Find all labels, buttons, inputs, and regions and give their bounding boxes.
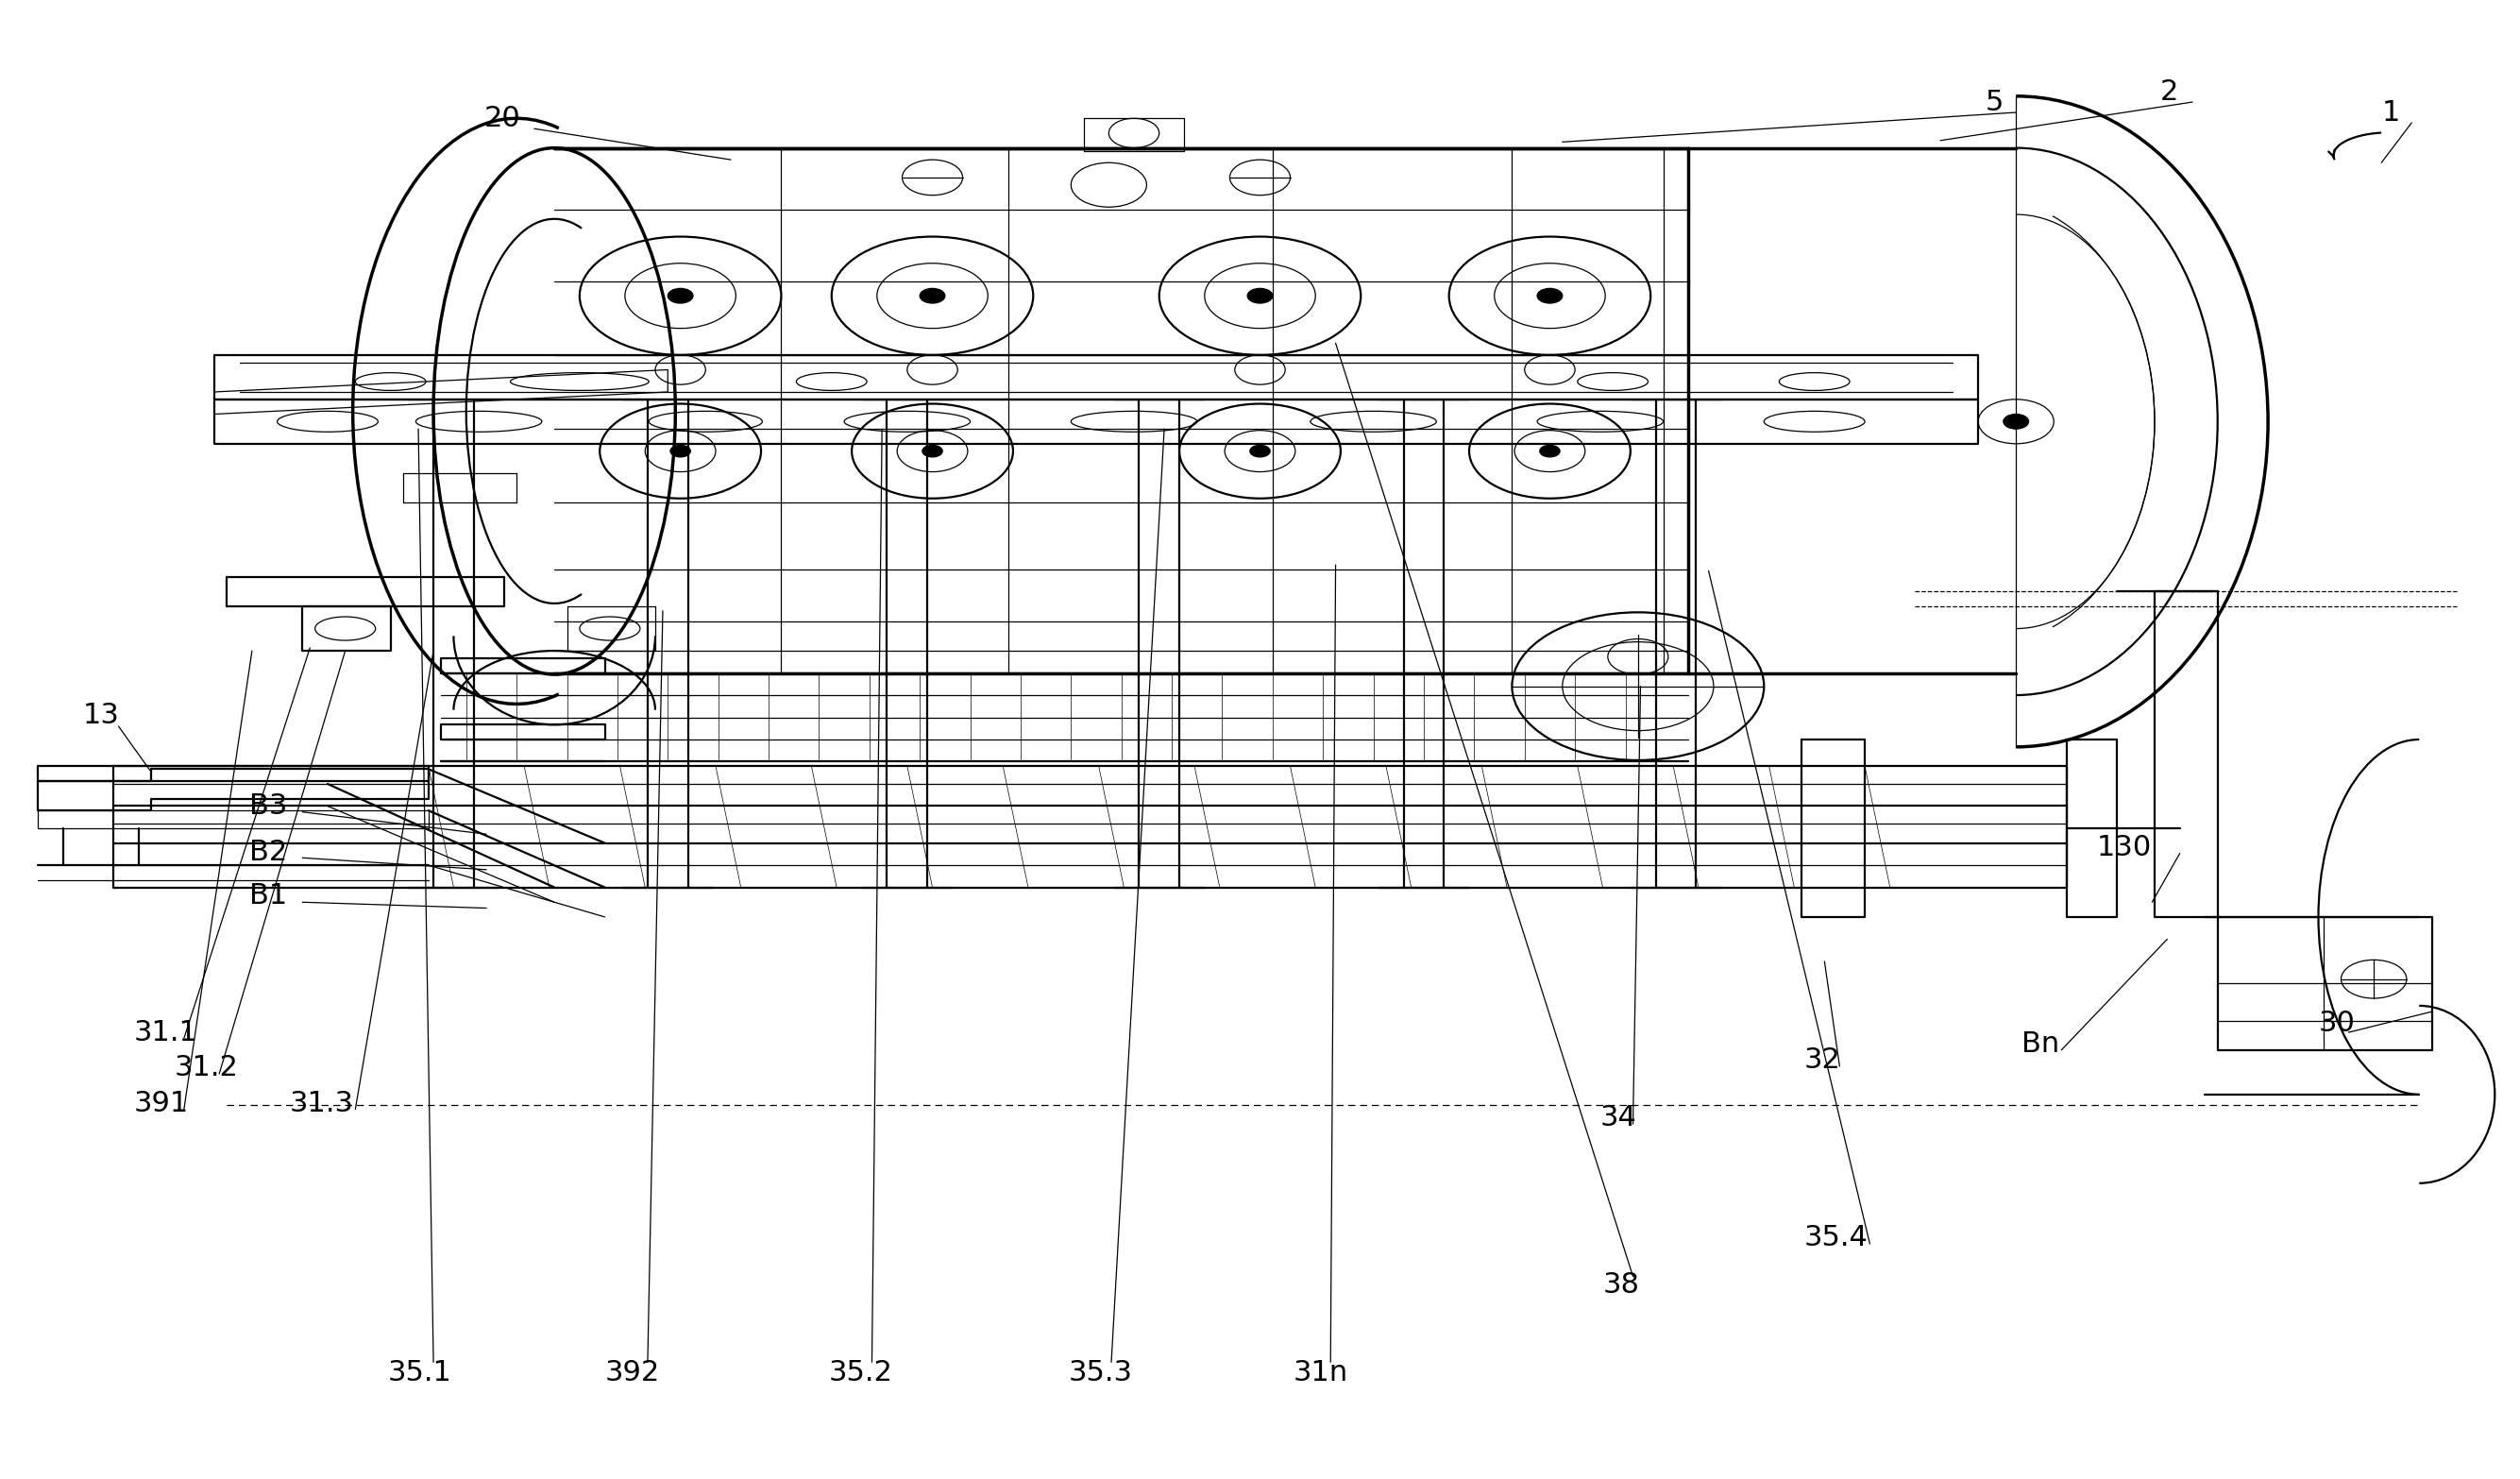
Circle shape: [1250, 445, 1270, 457]
Text: 35.4: 35.4: [1804, 1225, 1867, 1251]
Text: 20: 20: [484, 105, 522, 132]
Text: 130: 130: [2097, 834, 2152, 861]
Text: 31n: 31n: [1293, 1359, 1348, 1386]
Text: 35.1: 35.1: [388, 1359, 451, 1386]
Text: B3: B3: [249, 793, 287, 819]
Text: 5: 5: [1986, 89, 2003, 115]
Text: B2: B2: [249, 839, 287, 865]
Circle shape: [1540, 445, 1560, 457]
Text: Bn: Bn: [2021, 1031, 2059, 1057]
Text: 30: 30: [2318, 1010, 2356, 1037]
Text: 31.1: 31.1: [134, 1019, 197, 1046]
Circle shape: [668, 288, 693, 303]
Text: 32: 32: [1804, 1047, 1842, 1074]
Circle shape: [1537, 288, 1562, 303]
Text: 38: 38: [1603, 1272, 1641, 1299]
Circle shape: [1247, 288, 1273, 303]
Text: B1: B1: [249, 883, 287, 910]
Circle shape: [2003, 414, 2029, 429]
Text: 31.3: 31.3: [290, 1090, 353, 1117]
Text: 35.3: 35.3: [1068, 1359, 1131, 1386]
Text: 392: 392: [605, 1359, 660, 1386]
Circle shape: [920, 288, 945, 303]
Circle shape: [922, 445, 942, 457]
Text: 34: 34: [1600, 1105, 1638, 1131]
Text: 391: 391: [134, 1090, 189, 1117]
Text: 31.2: 31.2: [174, 1055, 237, 1081]
Text: 35.2: 35.2: [829, 1359, 892, 1386]
Text: 2: 2: [2160, 78, 2177, 105]
Circle shape: [670, 445, 690, 457]
Text: 1: 1: [2381, 99, 2399, 126]
Text: 13: 13: [83, 703, 121, 729]
